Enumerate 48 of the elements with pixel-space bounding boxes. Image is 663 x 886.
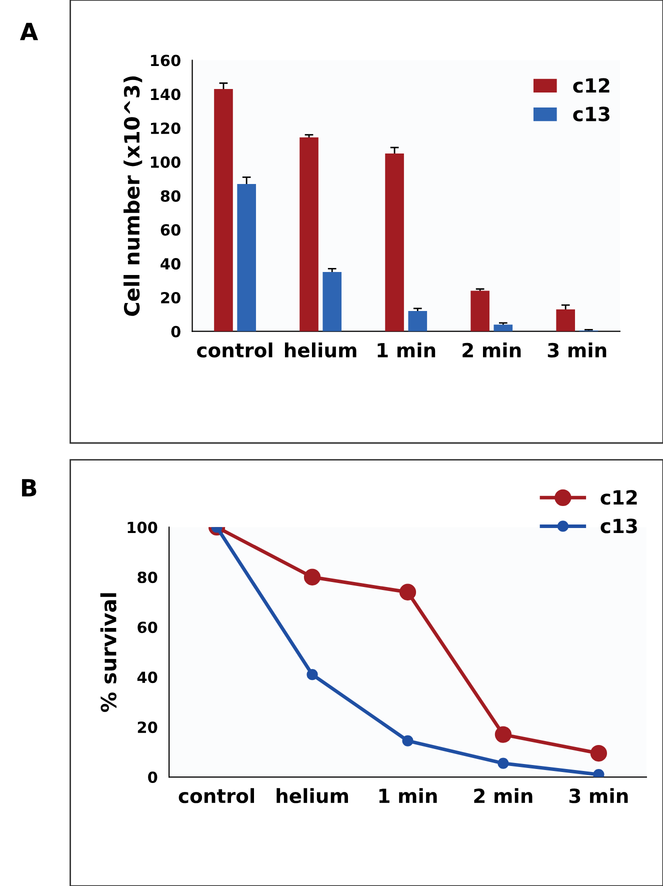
x-tick-label: helium xyxy=(276,788,348,804)
x-tick-label: 2 min xyxy=(474,788,532,803)
y-tick-label: 120 xyxy=(150,122,180,134)
y-tick-label: 80 xyxy=(138,572,158,584)
x-tick-label: helium xyxy=(284,342,356,358)
point xyxy=(306,669,318,680)
x-tick-label: 1 min xyxy=(379,788,437,803)
x-tick-label: 3 min xyxy=(569,788,628,804)
x-tick-label: control xyxy=(197,342,272,358)
legend-label: c13 xyxy=(573,106,610,122)
y-tick-label: 100 xyxy=(128,522,158,534)
bar xyxy=(322,272,342,332)
y-tick-label: 80 xyxy=(160,190,180,202)
y-tick-label: 40 xyxy=(160,258,180,270)
text: B xyxy=(22,479,36,496)
y-tick-label: 140 xyxy=(150,88,180,100)
legend-label: c13 xyxy=(600,518,637,534)
point xyxy=(593,768,604,778)
y-tick-label: 60 xyxy=(160,224,180,236)
x-tick-label: 2 min xyxy=(462,342,521,358)
y-tick-label: 60 xyxy=(138,622,158,634)
y-tick-label: 20 xyxy=(138,722,158,734)
y-axis-title: Cell number (x10^3) xyxy=(124,76,142,316)
legend-label: c12 xyxy=(573,78,610,93)
y-tick-label: 160 xyxy=(150,54,180,66)
bar xyxy=(408,311,428,332)
y-tick-label: 0 xyxy=(148,771,158,784)
bar xyxy=(470,290,490,332)
point xyxy=(590,744,608,762)
legend-label: c12 xyxy=(600,490,637,505)
bar xyxy=(556,309,576,332)
y-tick-label: 0 xyxy=(171,326,180,338)
point xyxy=(498,758,509,769)
x-tick-label: 3 min xyxy=(548,342,606,358)
text: A xyxy=(20,22,38,40)
x-tick-label: 1 min xyxy=(378,342,436,358)
bar xyxy=(237,184,256,332)
y-axis-title: % survival xyxy=(100,593,116,712)
y-tick-label: 40 xyxy=(137,672,158,684)
y-tick-label: 100 xyxy=(150,156,180,168)
point xyxy=(494,726,512,743)
y-tick-label: 20 xyxy=(161,292,180,304)
x-tick-label: control xyxy=(178,788,254,804)
bar xyxy=(300,137,318,332)
point xyxy=(402,735,414,746)
bar xyxy=(494,324,513,332)
bar xyxy=(385,153,404,332)
bar xyxy=(214,89,233,332)
